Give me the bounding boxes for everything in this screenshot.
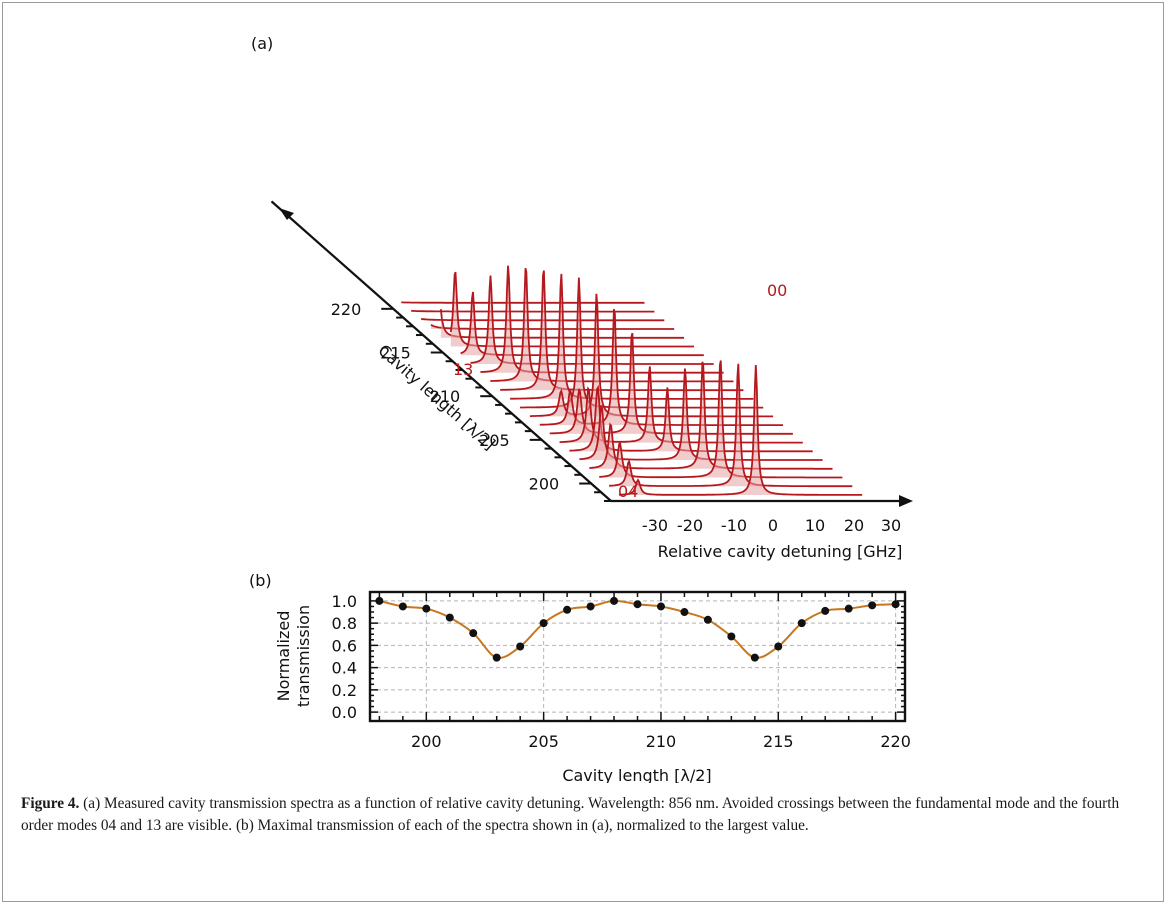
panel-a-spectra-plot: (a) -30 -20 -10 0 10 20 30 Relative cavity detun… [251, 34, 913, 561]
spectrum-fill [520, 277, 764, 408]
cavity-length-tick-label: 205 [479, 431, 510, 450]
cavity-length-tick-label: 220 [331, 300, 362, 319]
x-tick-label: 210 [646, 732, 677, 751]
spectrum-trace [609, 363, 853, 488]
transmission-data-point [774, 642, 783, 651]
transmission-data-point [563, 605, 572, 614]
figure-caption: Figure 4. (a) Measured cavity transmissi… [21, 793, 1151, 837]
spectrum-fill [579, 368, 823, 461]
mode-00-annotation: 00 [767, 281, 787, 300]
y-tick-label: 0.2 [332, 681, 357, 700]
y-axis-title-line-1: Normalized [274, 611, 293, 702]
x-tick-label: 205 [528, 732, 559, 751]
transmission-data-point [539, 619, 548, 628]
caption-label: Figure 4. [21, 795, 80, 812]
y-tick-label: 1.0 [332, 592, 357, 611]
detuning-axis-arrow [899, 495, 913, 507]
detuning-tick-label: 10 [805, 516, 825, 535]
cavity-length-tick-label: 215 [380, 344, 411, 363]
y-tick-label: 0.6 [332, 636, 357, 655]
detuning-tick-label: 20 [844, 516, 864, 535]
y-tick-label: 0.8 [332, 614, 357, 633]
spectrum-fill [569, 387, 813, 452]
transmission-data-point [680, 608, 689, 617]
transmission-data-point [516, 642, 525, 651]
spectrum-fill [559, 366, 803, 443]
transmission-data-point [422, 604, 431, 613]
spectrum-trace [599, 360, 843, 479]
spectrum-fill [470, 275, 714, 364]
detuning-tick-label: -30 [642, 516, 668, 535]
y-tick-label: 0.4 [332, 659, 357, 678]
detuning-tick-label: 30 [881, 516, 901, 535]
cavity-length-axis-line [270, 200, 612, 502]
y-axis-title-line-2: transmission [294, 605, 313, 707]
x-tick-label: 200 [411, 732, 442, 751]
transmission-data-point [656, 602, 665, 611]
detuning-tick-label: -10 [721, 516, 747, 535]
x-tick-label: 215 [763, 732, 794, 751]
transmission-data-point [610, 596, 619, 605]
caption-text: (a) Measured cavity transmission spectra… [21, 795, 1120, 834]
transmission-data-point [445, 613, 454, 622]
transmission-data-point [375, 596, 384, 605]
transmission-data-point [727, 632, 736, 641]
spectrum-fill [599, 360, 843, 478]
transmission-data-point [821, 606, 830, 615]
transmission-data-point [844, 604, 853, 613]
transmission-data-point [398, 602, 407, 611]
transmission-data-point [633, 600, 642, 609]
transmission-data-point [797, 619, 806, 628]
transmission-data-point [703, 615, 712, 624]
spectrum-trace [480, 265, 724, 374]
x-axis-title: Cavity length [λ/2] [562, 766, 711, 783]
spectrum-fill [480, 265, 724, 373]
panel-a-label: (a) [251, 34, 273, 53]
cavity-length-tick-label: 200 [529, 475, 560, 494]
cavity-length-tick-label: 210 [430, 387, 461, 406]
spectrum-trace [430, 323, 675, 330]
transmission-data-point [868, 601, 877, 610]
y-tick-label: 0.0 [332, 703, 357, 722]
transmission-data-point [750, 653, 759, 662]
mode-13-annotation: 13 [453, 360, 473, 379]
panel-b-transmission-plot: (b) 200 205 210 215 220 0.0 0.2 0.4 0.6 0.8 1.0 Cavi… [249, 571, 911, 783]
transmission-data-point [891, 600, 900, 609]
mode-04-annotation: 04 [618, 482, 638, 501]
x-tick-label: 220 [880, 732, 911, 751]
cavity-length-axis-arrow [279, 208, 294, 220]
transmission-data-point [469, 629, 478, 638]
spectrum-trace [411, 309, 655, 313]
figure-plots: (a) -30 -20 -10 0 10 20 30 Relative cavity detun… [249, 34, 913, 783]
transmission-data-point [492, 653, 501, 662]
spectrum-trace [619, 364, 863, 496]
panel-b-label: (b) [249, 571, 272, 590]
detuning-tick-label: 0 [768, 516, 778, 535]
detuning-axis-title: Relative cavity detuning [GHz] [658, 542, 903, 561]
transmission-curve [379, 599, 896, 659]
spectrum-fill [589, 361, 833, 469]
detuning-tick-label: -20 [677, 516, 703, 535]
transmission-data-point [586, 602, 595, 611]
